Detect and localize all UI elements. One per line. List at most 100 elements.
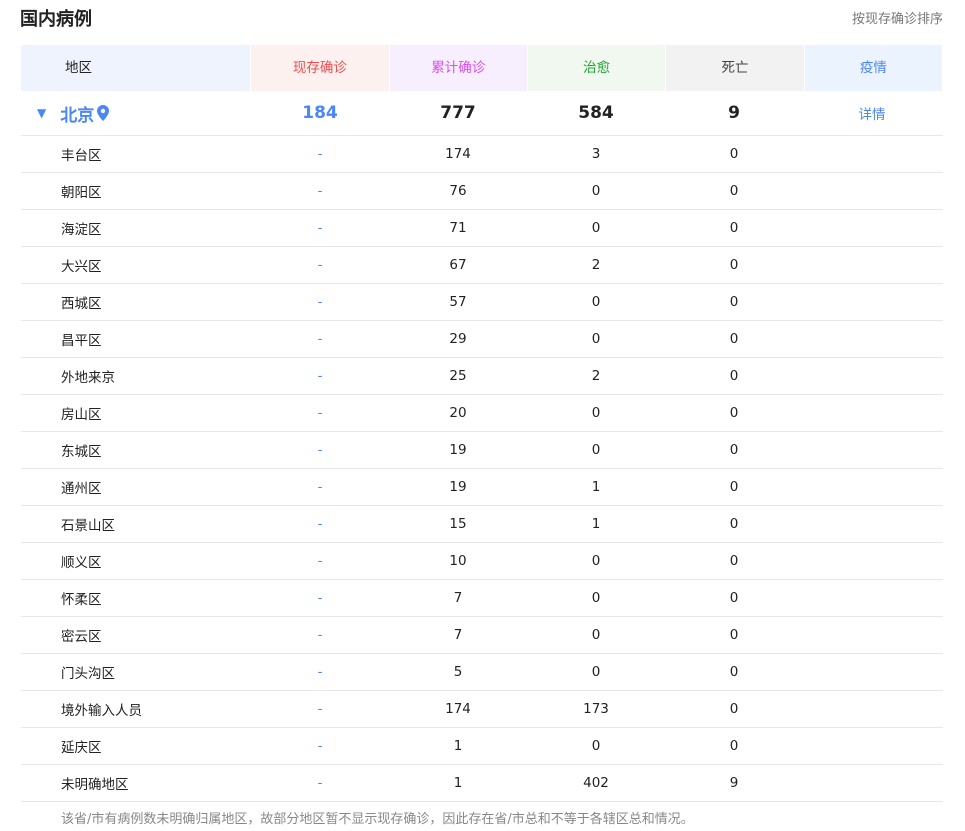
district-cured: 2: [591, 257, 601, 273]
district-name: 东城区: [61, 444, 102, 460]
district-name: 大兴区: [61, 259, 102, 275]
district-dead: 0: [729, 590, 739, 606]
district-cured: 402: [583, 775, 609, 791]
province-cured: 584: [578, 103, 614, 123]
district-current: -: [317, 183, 323, 199]
district-name: 密云区: [61, 629, 102, 645]
district-total: 15: [449, 516, 467, 532]
province-name: 北京: [60, 105, 95, 126]
district-cured: 0: [591, 627, 601, 643]
district-total: 174: [445, 146, 471, 162]
district-current: -: [317, 479, 323, 495]
district-current: -: [317, 701, 323, 717]
district-name: 石景山区: [61, 518, 115, 534]
district-current: -: [317, 553, 323, 569]
province-dead: 9: [728, 103, 740, 123]
district-cured: 0: [591, 553, 601, 569]
district-cured: 3: [591, 146, 601, 162]
table-row: 东城区 - 19 0 0: [21, 432, 943, 469]
table-row: 顺义区 - 10 0 0: [21, 543, 943, 580]
table-row: 西城区 - 57 0 0: [21, 284, 943, 321]
district-cured: 0: [591, 664, 601, 680]
district-name: 昌平区: [61, 333, 102, 349]
header-region: 地区: [21, 45, 251, 91]
district-dead: 0: [729, 627, 739, 643]
district-cured: 0: [591, 294, 601, 310]
table-row: 怀柔区 - 7 0 0: [21, 580, 943, 617]
district-dead: 0: [729, 701, 739, 717]
district-name: 境外输入人员: [61, 703, 142, 719]
district-name: 延庆区: [61, 740, 102, 756]
district-cured: 0: [591, 590, 601, 606]
district-current: -: [317, 516, 323, 532]
district-total: 5: [453, 664, 463, 680]
table-header: 地区 现存确诊 累计确诊 治愈 死亡 疫情: [21, 45, 943, 91]
district-dead: 0: [729, 664, 739, 680]
table-row: 大兴区 - 67 2 0: [21, 247, 943, 284]
district-total: 20: [449, 405, 467, 421]
district-dead: 0: [729, 183, 739, 199]
district-dead: 0: [729, 331, 739, 347]
detail-link[interactable]: 详情: [858, 107, 886, 123]
footnote: 该省/市有病例数未明确归属地区，故部分地区暂不显示现存确诊，因此存在省/市总和不…: [61, 812, 694, 827]
district-total: 29: [449, 331, 467, 347]
district-total: 67: [449, 257, 467, 273]
district-total: 7: [453, 590, 463, 606]
district-dead: 0: [729, 553, 739, 569]
district-cured: 173: [583, 701, 609, 717]
district-cured: 2: [591, 368, 601, 384]
district-current: -: [317, 664, 323, 680]
district-dead: 0: [729, 516, 739, 532]
cases-table: 地区 现存确诊 累计确诊 治愈 死亡 疫情 ▼ 北京 184 777 584 9…: [21, 45, 943, 802]
district-current: -: [317, 590, 323, 606]
district-name: 外地来京: [61, 370, 115, 386]
district-dead: 0: [729, 146, 739, 162]
province-current: 184: [302, 103, 338, 123]
district-current: -: [317, 257, 323, 273]
header-dead: 死亡: [666, 45, 804, 91]
district-total: 76: [449, 183, 467, 199]
province-row[interactable]: ▼ 北京 184 777 584 9 详情: [21, 91, 943, 136]
page-title: 国内病例: [20, 9, 92, 30]
district-cured: 0: [591, 220, 601, 236]
table-row: 外地来京 - 25 2 0: [21, 358, 943, 395]
district-total: 57: [449, 294, 467, 310]
district-cured: 0: [591, 738, 601, 754]
table-row: 石景山区 - 15 1 0: [21, 506, 943, 543]
district-cured: 0: [591, 442, 601, 458]
table-row: 丰台区 - 174 3 0: [21, 136, 943, 173]
district-current: -: [317, 220, 323, 236]
district-dead: 0: [729, 257, 739, 273]
district-total: 25: [449, 368, 467, 384]
table-row: 延庆区 - 1 0 0: [21, 728, 943, 765]
district-name: 丰台区: [61, 148, 102, 164]
district-total: 174: [445, 701, 471, 717]
header-cured: 治愈: [527, 45, 666, 91]
district-name: 房山区: [61, 407, 102, 423]
district-dead: 0: [729, 738, 739, 754]
district-total: 10: [449, 553, 467, 569]
sort-button[interactable]: 按现存确诊排序: [851, 12, 943, 27]
district-name: 通州区: [61, 481, 102, 497]
district-list: 丰台区 - 174 3 0 朝阳区 - 76 0 0 海淀区 - 71 0 0 …: [21, 136, 943, 802]
collapse-triangle-icon[interactable]: ▼: [37, 106, 47, 120]
table-row: 通州区 - 19 1 0: [21, 469, 943, 506]
table-row: 未明确地区 - 1 402 9: [21, 765, 943, 802]
district-current: -: [317, 738, 323, 754]
district-cured: 0: [591, 405, 601, 421]
header-detail: 疫情: [804, 45, 943, 91]
district-total: 1: [453, 738, 463, 754]
table-row: 昌平区 - 29 0 0: [21, 321, 943, 358]
district-cured: 1: [591, 479, 601, 495]
table-row: 房山区 - 20 0 0: [21, 395, 943, 432]
district-current: -: [317, 368, 323, 384]
district-cured: 0: [591, 331, 601, 347]
table-row: 境外输入人员 - 174 173 0: [21, 691, 943, 728]
district-name: 西城区: [61, 296, 102, 312]
table-row: 朝阳区 - 76 0 0: [21, 173, 943, 210]
district-current: -: [317, 442, 323, 458]
district-dead: 9: [729, 775, 739, 791]
district-dead: 0: [729, 294, 739, 310]
header-current: 现存确诊: [251, 45, 389, 91]
district-cured: 1: [591, 516, 601, 532]
